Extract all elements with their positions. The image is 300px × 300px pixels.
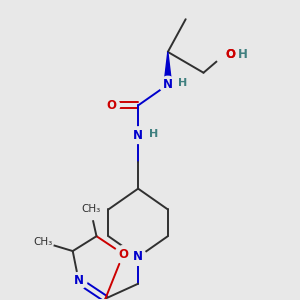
Text: CH₃: CH₃ [81,204,100,214]
Text: H: H [238,48,248,62]
Text: O: O [226,48,236,62]
Circle shape [130,249,146,265]
Text: N: N [163,78,173,91]
Text: CH₃: CH₃ [33,237,52,247]
Circle shape [115,246,132,262]
Circle shape [215,46,233,64]
Text: H: H [178,78,188,88]
Circle shape [33,232,53,253]
Text: H: H [148,129,158,139]
Text: N: N [133,250,143,263]
Text: O: O [226,48,236,62]
Circle shape [103,97,120,114]
Text: O: O [106,99,116,112]
Text: N: N [74,274,84,287]
Circle shape [130,127,146,143]
Text: O: O [118,248,128,260]
Circle shape [70,272,87,289]
Circle shape [160,76,176,93]
Polygon shape [164,52,172,85]
Circle shape [80,199,101,220]
Text: N: N [133,129,143,142]
Circle shape [218,46,234,63]
